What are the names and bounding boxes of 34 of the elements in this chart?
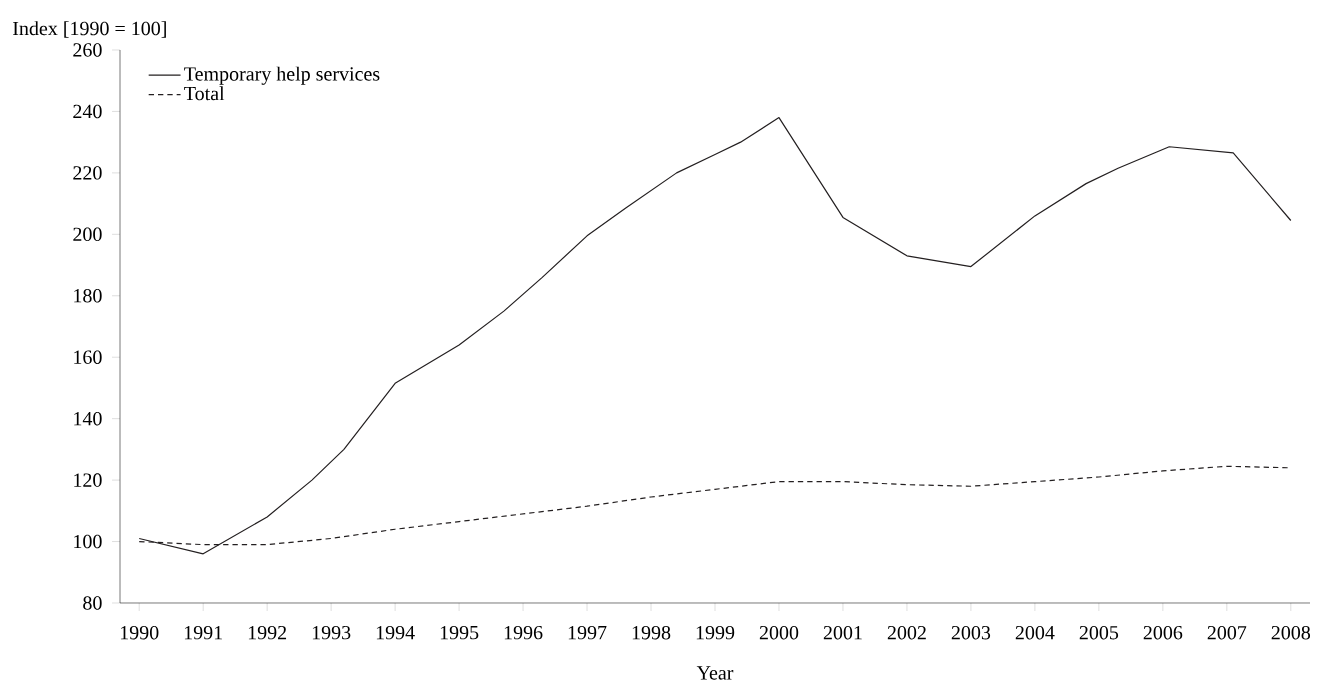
x-tick-label: 2004: [1015, 625, 1055, 640]
x-tick-label: 1991: [184, 625, 222, 640]
x-tick-label: 1995: [440, 625, 479, 640]
x-tick-label: 1990: [120, 625, 159, 640]
y-tick-label: 260: [73, 43, 102, 57]
x-tick-label: 2006: [1143, 625, 1183, 640]
y-tick-label: 220: [73, 166, 102, 180]
x-tick-label: 1992: [248, 625, 287, 640]
x-tick-label: 1998: [632, 625, 671, 640]
x-tick-label: 2005: [1079, 625, 1119, 640]
line-series: [138, 116, 1292, 555]
x-tick-label: 2007: [1207, 625, 1247, 640]
y-tick-label: 80: [83, 596, 102, 610]
x-axis-title: Year: [696, 666, 734, 680]
y-tick-label: 240: [73, 104, 102, 119]
y-tick-label: 100: [74, 534, 102, 549]
y-tick-label: 180: [74, 289, 102, 303]
x-tick-label: 2002: [887, 625, 926, 640]
legend-label: Temporary help services: [184, 66, 380, 85]
x-tick-label: 1994: [376, 625, 415, 640]
x-tick-label: 1996: [504, 625, 543, 640]
x-tick-label: 2000: [759, 625, 799, 640]
y-tick-label: 140: [74, 411, 102, 426]
x-tick-label: 1997: [568, 625, 607, 640]
y-tick-label: 200: [73, 227, 102, 242]
y-tick-label: 120: [74, 473, 102, 487]
y-tick-label: 160: [74, 350, 102, 364]
x-tick-label: 1993: [312, 625, 351, 640]
x-tick-label: 2001: [823, 625, 862, 640]
x-tick-label: 1999: [696, 625, 735, 640]
y-axis-title: Index [1990 = 100]: [13, 21, 166, 38]
x-tick-label: 2008: [1271, 625, 1311, 640]
legend-label: Total: [184, 86, 225, 101]
x-tick-label: 2003: [951, 625, 991, 640]
